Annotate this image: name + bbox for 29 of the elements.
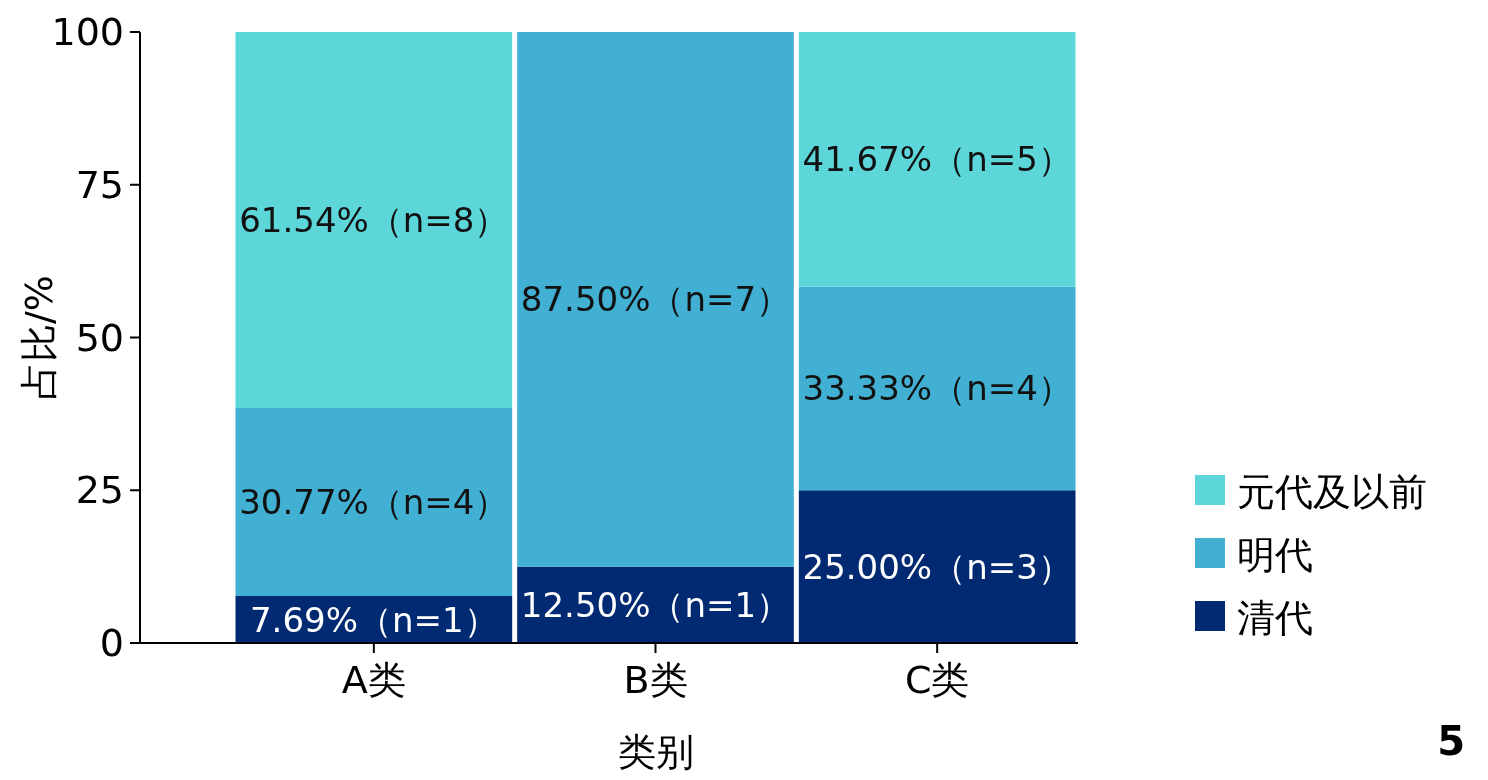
y-tick-label: 50 <box>75 315 124 360</box>
bar <box>517 32 794 567</box>
y-tick-label: 0 <box>99 621 124 665</box>
legend-label: 清代 <box>1237 596 1313 640</box>
bar <box>517 566 794 643</box>
x-tick-label: B类 <box>623 658 688 702</box>
data-label: 12.50%（n=1） <box>520 584 791 625</box>
text: 5 <box>1437 718 1465 764</box>
data-label: 7.69%（n=1） <box>249 599 498 640</box>
x-tick-label: A类 <box>341 658 406 702</box>
bar <box>798 286 1076 491</box>
y-tick-label: 75 <box>75 162 124 207</box>
data-label: 25.00%（n=3） <box>802 546 1072 587</box>
legend-label: 明代 <box>1237 533 1313 577</box>
legend-label: 元代及以前 <box>1237 470 1427 514</box>
data-label: 33.33%（n=4） <box>802 368 1072 409</box>
data-label: 61.54%（n=8） <box>239 200 509 240</box>
bar <box>798 32 1076 287</box>
y-axis-title: 占比/% <box>17 275 61 400</box>
x-axis-title: 类别 <box>617 730 694 774</box>
data-label: 41.67%（n=5） <box>802 139 1072 180</box>
data-label: 30.77%（n=4） <box>239 482 509 523</box>
bar <box>235 408 513 597</box>
bar <box>235 32 513 409</box>
y-tick-label: 100 <box>51 10 124 54</box>
y-tick-label: 25 <box>75 468 124 513</box>
bar <box>798 490 1076 643</box>
data-label: 87.50%（n=7） <box>520 279 791 320</box>
x-tick-label: C类 <box>904 658 970 702</box>
